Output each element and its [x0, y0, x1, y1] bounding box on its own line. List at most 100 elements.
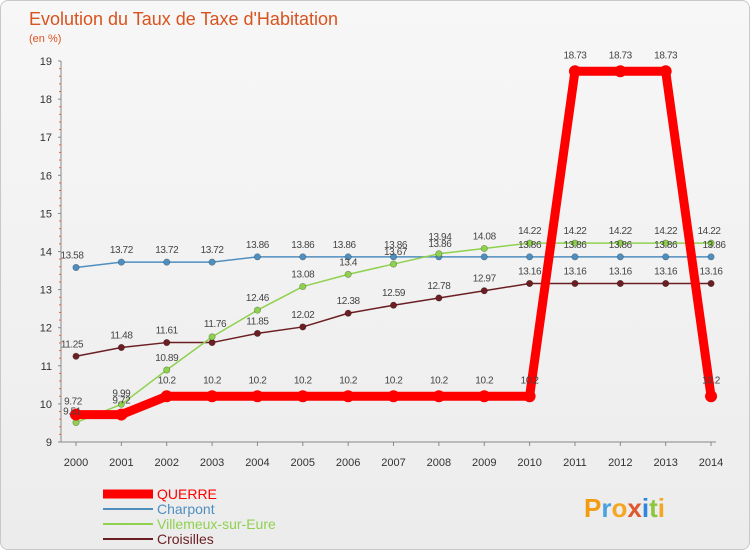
data-point — [390, 260, 398, 268]
data-point — [614, 65, 627, 78]
data-label: 10.2 — [203, 375, 222, 386]
data-point — [523, 390, 536, 403]
data-point — [163, 366, 171, 374]
data-label: 18.73 — [563, 50, 587, 61]
data-point — [296, 390, 309, 403]
data-label: 13.72 — [155, 245, 179, 256]
data-label: 11.48 — [110, 331, 133, 342]
data-label: 9.72 — [64, 397, 83, 408]
x-tick-label: 2008 — [427, 457, 451, 469]
data-label: 13.86 — [384, 240, 408, 251]
data-label: 9.99 — [112, 388, 131, 399]
data-label: 12.02 — [291, 310, 315, 321]
data-point — [526, 280, 534, 288]
data-point — [480, 287, 488, 295]
y-tick-label: 19 — [40, 56, 52, 68]
data-point — [344, 270, 352, 278]
data-point — [662, 253, 670, 261]
axes: 9 10 11 12 13 14 15 16 17 18 19 2000 2001 2002 2003 200… — [40, 56, 724, 469]
x-tick-label: 2005 — [291, 457, 315, 469]
data-label: 12.97 — [473, 274, 497, 285]
data-label: 9.51 — [63, 407, 82, 418]
data-label: 13.16 — [700, 267, 724, 278]
data-point — [705, 390, 718, 403]
logo-letter: x — [627, 493, 642, 523]
data-label: 13.86 — [291, 240, 315, 251]
data-label: 11.85 — [246, 316, 269, 327]
x-tick-label: 2006 — [336, 457, 360, 469]
logo-letter: P — [584, 493, 601, 523]
data-point — [344, 309, 352, 317]
data-label: 10.2 — [385, 375, 404, 386]
data-point — [253, 253, 261, 261]
data-point — [707, 239, 715, 247]
data-point — [253, 329, 261, 337]
data-point — [72, 352, 80, 360]
legend: QUERRECharpontVillemeux-sur-EureCroisill… — [103, 486, 276, 547]
logo-letter: i — [658, 493, 665, 523]
y-tick-label: 15 — [40, 208, 52, 220]
data-label: 10.2 — [294, 375, 313, 386]
data-label: 13.4 — [339, 257, 358, 268]
data-label: 10.2 — [475, 375, 494, 386]
proxiti-logo: Proxiti — [584, 493, 665, 523]
data-label: 12.38 — [337, 296, 361, 307]
y-tick-label: 12 — [40, 323, 52, 335]
data-point — [616, 253, 624, 261]
data-point — [526, 253, 534, 261]
data-point — [72, 264, 80, 272]
data-point — [616, 280, 624, 288]
logo-letter: o — [611, 493, 627, 523]
x-tick-label: 2003 — [200, 457, 224, 469]
data-point — [163, 339, 171, 347]
data-label: 14.22 — [654, 226, 678, 237]
data-label: 14.22 — [563, 226, 587, 237]
data-point — [432, 390, 445, 403]
data-point — [117, 400, 125, 408]
chart-title: Evolution du Taux de Taxe d'Habitation — [29, 9, 338, 29]
logo-letter: t — [649, 493, 658, 523]
data-label: 13.86 — [563, 240, 587, 251]
data-label: 13.86 — [428, 239, 452, 250]
data-label: 14.22 — [698, 226, 722, 237]
logo-letter: r — [601, 493, 611, 523]
data-label: 12.78 — [427, 281, 451, 292]
data-point — [206, 390, 219, 403]
data-point — [70, 408, 82, 421]
data-point — [571, 253, 579, 261]
data-point — [160, 390, 173, 403]
x-tick-label: 2002 — [154, 457, 178, 469]
data-label: 13.08 — [291, 270, 315, 281]
data-labels: 11.25 11.48 11.61 11.85 12.02 12.38 12.59 12.78… — [60, 50, 726, 417]
data-label: 13.86 — [703, 240, 727, 251]
x-tick-label: 2012 — [608, 457, 632, 469]
data-point — [208, 258, 216, 266]
y-tick-label: 9 — [46, 437, 52, 449]
data-label: 10.2 — [249, 375, 268, 386]
data-label: 13.72 — [201, 245, 225, 256]
data-label: 13.94 — [428, 232, 452, 243]
data-label: 13.16 — [654, 267, 678, 278]
data-label: 18.73 — [609, 50, 633, 61]
data-point — [390, 301, 398, 309]
data-label: 14.08 — [473, 231, 497, 242]
data-point — [571, 239, 579, 247]
data-point — [251, 390, 264, 403]
data-point — [299, 283, 307, 291]
y-tick-label: 10 — [40, 399, 52, 411]
data-point — [390, 253, 398, 261]
legend-label: Charpont — [157, 501, 215, 517]
y-tick-label: 18 — [40, 94, 52, 106]
y-tick-label: 11 — [41, 361, 52, 373]
y-tick-label: 14 — [40, 247, 52, 259]
y-tick-label: 13 — [40, 285, 52, 297]
data-label: 13.86 — [518, 240, 542, 251]
x-tick-label: 2011 — [563, 457, 587, 469]
data-label: 11.76 — [204, 319, 227, 330]
data-label: 13.86 — [246, 240, 270, 251]
data-label: 11.25 — [61, 339, 84, 350]
data-point — [435, 250, 443, 258]
data-label: 13.86 — [609, 240, 633, 251]
series-layer — [70, 65, 718, 427]
